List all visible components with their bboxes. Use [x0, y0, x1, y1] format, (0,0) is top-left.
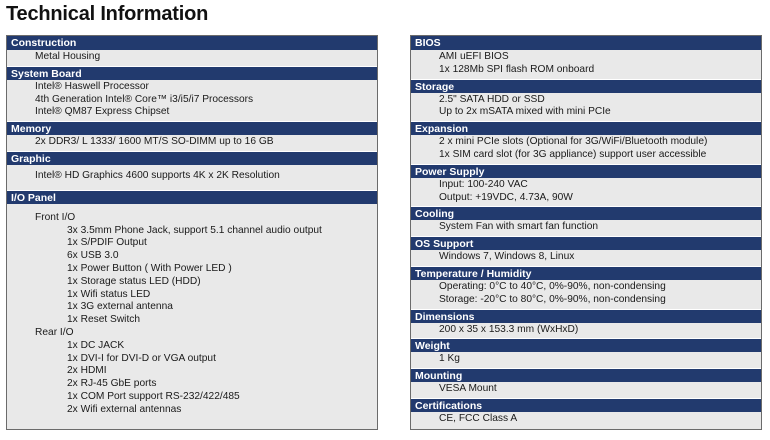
spec-line: Input: 100-240 VAC: [439, 178, 528, 190]
section-body-dimensions: 200 x 35 x 153.3 mm (WxHxD): [411, 323, 761, 339]
spec-line: Storage: -20°C to 80°C, 0%-90%, non-cond…: [439, 293, 666, 305]
section-header-power-supply: Power Supply: [411, 163, 761, 178]
section-header-memory: Memory: [7, 121, 377, 136]
section-os-support: OS Support Windows 7, Windows 8, Linux: [411, 236, 761, 266]
section-body-system-board: Intel® Haswell Processor 4th Generation I…: [7, 80, 377, 121]
section-body-temperature-humidity: Operating: 0°C to 40°C, 0%-90%, non-cond…: [411, 280, 761, 309]
section-bios: BIOS AMI uEFI BIOS 1x 128Mb SPI flash ROM …: [411, 36, 761, 79]
section-body-certifications: CE, FCC Class A: [411, 412, 761, 428]
section-system-board: System Board Intel® Haswell Processor 4th …: [7, 65, 377, 121]
left-spec-panel: Construction Metal Housing System Board Int…: [6, 35, 378, 430]
spec-line: 3x 3.5mm Phone Jack, support 5.1 channel…: [67, 224, 322, 236]
section-body-construction: Metal Housing: [7, 50, 377, 66]
section-certifications: Certifications CE, FCC Class A: [411, 397, 761, 428]
section-body-io-panel: Front I/O 3x 3.5mm Phone Jack, support 5.…: [7, 204, 377, 419]
spec-line: 2 x mini PCIe slots (Optional for 3G/WiF…: [439, 136, 708, 148]
section-graphic: Graphic Intel® HD Graphics 4600 supports …: [7, 150, 377, 190]
spec-line: CE, FCC Class A: [439, 412, 518, 424]
section-weight: Weight 1 Kg: [411, 338, 761, 368]
section-header-graphic: Graphic: [7, 150, 377, 165]
section-memory: Memory 2x DDR3/ L 1333/ 1600 MT/S SO-DIMM…: [7, 121, 377, 151]
section-header-dimensions: Dimensions: [411, 308, 761, 323]
section-body-mounting: VESA Mount: [411, 382, 761, 398]
spec-line: 2x RJ-45 GbE ports: [67, 378, 157, 390]
section-header-expansion: Expansion: [411, 121, 761, 136]
section-body-storage: 2.5" SATA HDD or SSD Up to 2x mSATA mixed…: [411, 93, 761, 122]
section-dimensions: Dimensions 200 x 35 x 153.3 mm (WxHxD): [411, 308, 761, 339]
spec-line: 1x Reset Switch: [67, 314, 141, 326]
section-body-cooling: System Fan with smart fan function: [411, 220, 761, 236]
spec-line: Metal Housing: [35, 51, 101, 62]
right-spec-panel: BIOS AMI uEFI BIOS 1x 128Mb SPI flash ROM …: [410, 35, 762, 430]
spec-line: 2x DDR3/ L 1333/ 1600 MT/S SO-DIMM up to…: [35, 136, 274, 148]
spec-line: 2x Wifi external antennas: [67, 403, 182, 415]
spec-line: 6x USB 3.0: [67, 250, 119, 262]
spec-line: 1x 3G external antenna: [67, 301, 173, 313]
spec-line: Windows 7, Windows 8, Linux: [439, 251, 575, 263]
section-construction: Construction Metal Housing: [7, 36, 377, 66]
spec-line: 4th Generation Intel® Core™ i3/i5/i7 Pro…: [35, 93, 254, 105]
section-body-weight: 1 Kg: [411, 352, 761, 368]
section-header-bios: BIOS: [411, 36, 761, 50]
section-header-temperature-humidity: Temperature / Humidity: [411, 265, 761, 280]
section-cooling: Cooling System Fan with smart fan functio…: [411, 206, 761, 236]
spec-line: 2.5" SATA HDD or SSD: [439, 93, 545, 105]
spec-line: 1x Wifi status LED: [67, 288, 151, 300]
section-body-os-support: Windows 7, Windows 8, Linux: [411, 250, 761, 266]
section-header-construction: Construction: [7, 36, 377, 50]
spec-line: Intel® QM87 Express Chipset: [35, 106, 170, 118]
spec-line: System Fan with smart fan function: [439, 221, 599, 233]
section-header-io-panel: I/O Panel: [7, 189, 377, 204]
section-power-supply: Power Supply Input: 100-240 VAC Output: +1…: [411, 163, 761, 207]
section-header-weight: Weight: [411, 338, 761, 353]
spec-line: 1x 128Mb SPI flash ROM onboard: [439, 63, 595, 75]
section-body-power-supply: Input: 100-240 VAC Output: +19VDC, 4.73A,…: [411, 178, 761, 207]
section-temperature-humidity: Temperature / Humidity Operating: 0°C to …: [411, 265, 761, 309]
spec-line: 2x HDMI: [67, 365, 107, 377]
section-header-os-support: OS Support: [411, 236, 761, 251]
section-body-graphic: Intel® HD Graphics 4600 supports 4K x 2K…: [7, 165, 377, 190]
section-header-certifications: Certifications: [411, 397, 761, 412]
spec-line: 1x S/PDIF Output: [67, 237, 147, 249]
spec-line: AMI uEFI BIOS: [439, 51, 509, 62]
section-body-expansion: 2 x mini PCIe slots (Optional for 3G/WiF…: [411, 135, 761, 164]
section-header-mounting: Mounting: [411, 368, 761, 383]
section-header-system-board: System Board: [7, 65, 377, 80]
spec-line: 1x SIM card slot (for 3G appliance) supp…: [439, 148, 707, 160]
section-io-panel: I/O Panel Front I/O 3x 3.5mm Phone Jack, s…: [7, 189, 377, 419]
spec-line: 1x Storage status LED (HDD): [67, 275, 201, 287]
spec-line: Output: +19VDC, 4.73A, 90W: [439, 191, 573, 203]
section-body-bios: AMI uEFI BIOS 1x 128Mb SPI flash ROM onbo…: [411, 50, 761, 79]
spec-line: Front I/O: [35, 211, 76, 223]
spec-line: Operating: 0°C to 40°C, 0%-90%, non-cond…: [439, 280, 666, 292]
spec-line: 1x COM Port support RS-232/422/485: [67, 390, 240, 402]
section-mounting: Mounting VESA Mount: [411, 368, 761, 398]
section-body-memory: 2x DDR3/ L 1333/ 1600 MT/S SO-DIMM up to…: [7, 135, 377, 151]
spec-line: 1x DVI-I for DVI-D or VGA output: [67, 352, 216, 364]
spec-line: 200 x 35 x 153.3 mm (WxHxD): [439, 323, 579, 335]
spec-line: Intel® HD Graphics 4600 supports 4K x 2K…: [35, 169, 280, 181]
spec-line: 1x DC JACK: [67, 339, 125, 351]
page-title: Technical Information: [6, 3, 209, 25]
section-header-cooling: Cooling: [411, 206, 761, 221]
spec-line: Rear I/O: [35, 326, 74, 338]
spec-line: 1x Power Button ( With Power LED ): [67, 262, 232, 274]
spec-line: 1 Kg: [439, 353, 460, 365]
section-storage: Storage 2.5" SATA HDD or SSD Up to 2x mSAT…: [411, 78, 761, 122]
spec-line: Intel® Haswell Processor: [35, 80, 149, 92]
spec-line: Up to 2x mSATA mixed with mini PCIe: [439, 106, 611, 118]
section-expansion: Expansion 2 x mini PCIe slots (Optional f…: [411, 121, 761, 164]
spec-line: VESA Mount: [439, 383, 497, 395]
section-header-storage: Storage: [411, 78, 761, 93]
